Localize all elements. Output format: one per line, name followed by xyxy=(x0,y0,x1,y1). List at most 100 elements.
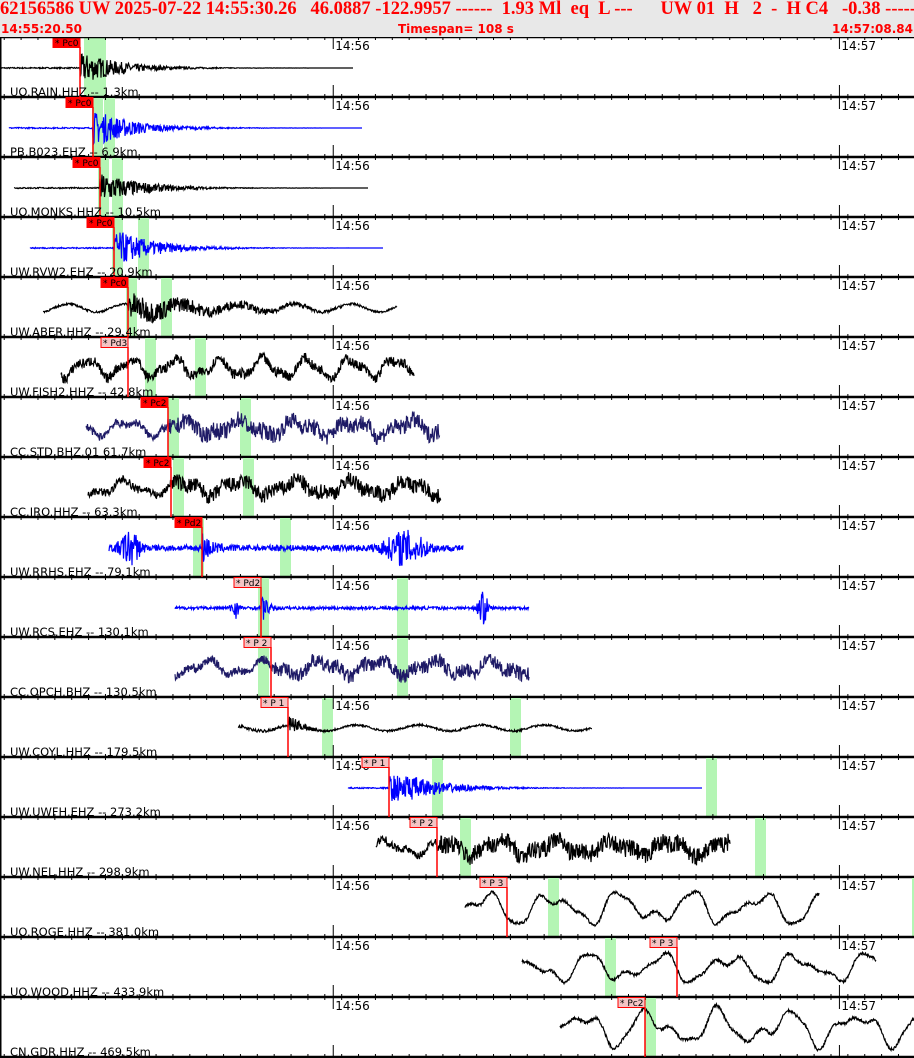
phase-window xyxy=(510,698,521,756)
pick-flag[interactable] xyxy=(243,637,272,648)
minute-label: 14:57 xyxy=(841,879,876,893)
phase-window xyxy=(645,998,656,1056)
pick-label: * Pd3 xyxy=(103,339,127,349)
pick-label: * Pc0 xyxy=(75,159,99,169)
pick-label: * Pc2 xyxy=(146,459,169,469)
pick-flag[interactable] xyxy=(174,517,203,528)
pick-label: * Pc0 xyxy=(89,219,113,229)
phase-window xyxy=(126,278,137,336)
waveform xyxy=(13,174,368,198)
pick-flag[interactable] xyxy=(140,397,169,408)
station-label: UO.WOOD.HHZ -- 433.9km xyxy=(10,985,164,999)
pick-label: * Pc0 xyxy=(55,39,79,49)
pick-flag[interactable] xyxy=(72,157,101,168)
start-time: 14:55:20.50 xyxy=(1,22,82,36)
waveform xyxy=(29,232,383,262)
minute-label: 14:56 xyxy=(335,819,370,833)
waveform xyxy=(347,775,702,802)
minute-label: 14:56 xyxy=(335,999,370,1013)
pick-flag[interactable] xyxy=(617,997,646,1008)
phase-window xyxy=(548,878,559,936)
trace-strip: 14:56 14:57 * Pc0 UO.MONKS.HHZ -- 10.5km xyxy=(0,157,914,219)
waveform xyxy=(87,472,442,504)
pick-label: * Pc2 xyxy=(143,399,166,409)
pick-label: * Pd2 xyxy=(236,579,260,589)
phase-window xyxy=(193,518,204,576)
waveform xyxy=(521,950,877,986)
trace-strip: 14:56 14:57 * Pc2 CC.STD.BHZ.01 61.7km xyxy=(0,397,914,459)
phase-window xyxy=(605,938,616,996)
minute-label: 14:57 xyxy=(841,99,876,113)
minute-label: 14:57 xyxy=(841,399,876,413)
minute-label: 14:56 xyxy=(335,219,370,233)
minute-label: 14:56 xyxy=(335,519,370,533)
trace-strip: 14:56 14:57 * Pc0 UO.RAIN.HHZ -- 1.3km xyxy=(0,37,914,99)
minute-label: 14:56 xyxy=(335,399,370,413)
waveform xyxy=(8,112,362,147)
pick-flag[interactable] xyxy=(361,757,390,768)
phase-window xyxy=(397,638,408,696)
phase-window xyxy=(322,698,333,756)
phase-window xyxy=(706,758,717,816)
pick-flag[interactable] xyxy=(479,877,508,888)
station-label: UO.RAIN.HHZ -- 1.3km xyxy=(10,85,139,99)
pick-flag[interactable] xyxy=(100,277,129,288)
station-label: UW.NEL.HHZ -- 298.9km xyxy=(10,865,150,879)
waveform xyxy=(464,888,820,928)
pick-flag[interactable] xyxy=(409,817,438,828)
waveform xyxy=(174,591,530,625)
minute-label: 14:56 xyxy=(335,759,370,773)
pick-flag[interactable] xyxy=(143,457,172,468)
trace-strip: 14:56 14:57 * P 1 UW.UWFH.EHZ -- 273.2km xyxy=(0,757,914,819)
pick-flag[interactable] xyxy=(260,697,289,708)
minute-label: 14:57 xyxy=(841,759,876,773)
trace-strip: 14:56 14:57 * Pd2 UW.RRHS.EHZ -- 79.1km xyxy=(0,517,914,579)
station-label: UO.MONKS.HHZ -- 10.5km xyxy=(10,205,161,219)
minute-label: 14:56 xyxy=(335,699,370,713)
pick-label: * P 2 xyxy=(412,819,433,829)
waveform xyxy=(108,529,464,567)
station-label: UW.RRHS.EHZ -- 79.1km xyxy=(10,565,151,579)
minute-label: 14:56 xyxy=(335,279,370,293)
minute-label: 14:57 xyxy=(841,519,876,533)
station-label: CC.OPCH.BHZ -- 130.5km xyxy=(10,685,157,699)
trace-strip: 14:56 14:57 * P 2 UW.NEL.HHZ -- 298.9km xyxy=(0,817,914,879)
station-label: PB.B023.EHZ -- 6.9km xyxy=(10,145,138,159)
pick-label: * P 1 xyxy=(263,699,284,709)
trace-strip: 14:56 14:57 * Pc0 UW.RVW2.EHZ -- 20.9km xyxy=(0,217,914,279)
pick-label: * Pd2 xyxy=(177,519,201,529)
minute-label: 14:57 xyxy=(841,579,876,593)
minute-label: 14:57 xyxy=(841,939,876,953)
pick-label: * P 2 xyxy=(246,639,267,649)
trace-strip: 14:56 14:57 * P 1 UW.COYL.HHZ -- 179.5km xyxy=(0,697,914,759)
minute-label: 14:56 xyxy=(335,39,370,53)
pick-flag[interactable] xyxy=(86,217,115,228)
trace-strip: 14:56 14:57 * Pc0 PB.B023.EHZ -- 6.9km xyxy=(0,97,914,159)
event-summary: 62156586 UW 2025-07-22 14:55:30.26 46.08… xyxy=(0,0,914,19)
waveform xyxy=(0,53,353,80)
station-label: UW.RCS.EHZ -- 130.1km xyxy=(10,625,149,639)
end-time: 14:57:08.84 xyxy=(832,22,913,36)
trace-strip: 14:56 14:57 * Pc2 CN.GDR.HHZ -- 469.5km xyxy=(0,997,914,1058)
trace-strip: 14:56 14:57 * P 3 UO.ROGE.HHZ -- 381.0km xyxy=(0,877,914,939)
minute-label: 14:57 xyxy=(841,219,876,233)
trace-strip: 14:56 14:57 * Pd2 UW.RCS.EHZ -- 130.1km xyxy=(0,577,914,639)
pick-flag[interactable] xyxy=(100,337,129,348)
minute-label: 14:57 xyxy=(841,39,876,53)
minute-label: 14:57 xyxy=(841,279,876,293)
trace-strip: 14:56 14:57 * Pc2 CC.IRO.HHZ -- 63.3km xyxy=(0,457,914,519)
minute-label: 14:56 xyxy=(335,159,370,173)
trace-strip: 14:56 14:57 * Pc0 UW.ABER.HHZ -- 29.4km xyxy=(0,277,914,339)
pick-flag[interactable] xyxy=(649,937,678,948)
pick-label: * P 3 xyxy=(482,879,503,889)
pick-label: * P 3 xyxy=(652,939,673,949)
pick-label: * Pc2 xyxy=(620,999,643,1009)
pick-label: * Pc0 xyxy=(103,279,127,289)
pick-flag[interactable] xyxy=(65,97,94,108)
pick-flag[interactable] xyxy=(233,577,262,588)
minute-label: 14:56 xyxy=(335,579,370,593)
station-label: UW.RVW2.EHZ -- 20.9km xyxy=(10,265,153,279)
pick-label: * Pc0 xyxy=(68,99,92,109)
station-label: UW.UWFH.EHZ -- 273.2km xyxy=(10,805,161,819)
